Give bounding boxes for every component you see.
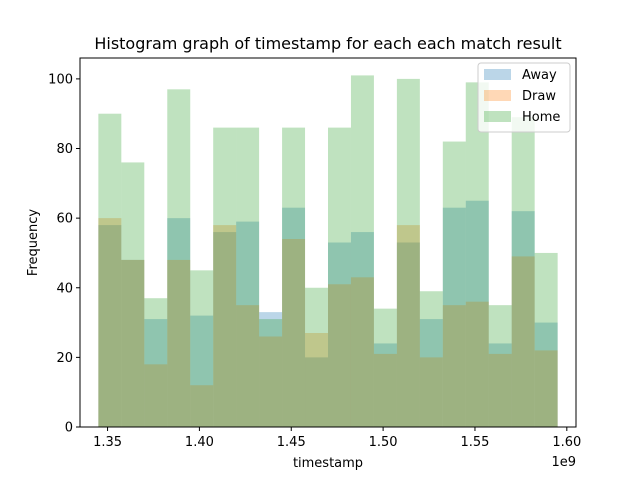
bar-home-0: [98, 113, 122, 427]
bar-home-6: [236, 127, 260, 427]
legend-label-home: Home: [522, 110, 560, 125]
bar-draw-0: [98, 218, 122, 427]
bar-away-17: [488, 343, 512, 427]
bar-home-14: [419, 291, 443, 427]
bar-home-13: [396, 78, 420, 428]
series-away: [98, 200, 558, 427]
bar-away-1: [121, 259, 145, 427]
bar-draw-7: [259, 336, 283, 427]
x-tick-label: 1.55: [460, 435, 489, 450]
bar-away-7: [259, 312, 283, 427]
bar-draw-13: [396, 225, 420, 427]
bar-away-10: [328, 242, 351, 427]
bar-draw-3: [167, 259, 191, 427]
bar-home-8: [282, 127, 306, 427]
legend-label-draw: Draw: [522, 89, 556, 104]
legend-swatch-away: [484, 69, 511, 80]
bar-away-6: [236, 221, 260, 427]
bar-home-16: [465, 82, 489, 428]
bar-away-19: [534, 322, 558, 427]
plot-frame: [79, 57, 577, 428]
bar-draw-1: [121, 259, 145, 427]
bar-away-2: [144, 319, 168, 427]
y-axis-ticks: 0 20 40 60 80 100: [48, 72, 80, 436]
bar-home-18: [511, 117, 535, 427]
bar-home-17: [488, 305, 512, 427]
bar-home-10: [328, 127, 351, 427]
bar-away-3: [167, 218, 191, 427]
y-tick-label: 0: [65, 421, 73, 436]
bar-away-0: [98, 225, 122, 427]
bar-draw-5: [213, 225, 237, 427]
legend-swatch-draw: [484, 90, 511, 101]
legend: Away Draw Home: [477, 62, 571, 133]
bar-draw-6: [236, 305, 260, 427]
bar-home-19: [534, 252, 558, 427]
bars-layer: [98, 75, 558, 428]
bar-home-12: [373, 308, 397, 427]
bar-draw-11: [350, 277, 374, 427]
legend-box: [477, 62, 571, 133]
bar-home-15: [442, 141, 466, 427]
series-draw: [98, 218, 558, 427]
bar-away-9: [305, 357, 328, 427]
series-home: [98, 75, 558, 428]
bar-away-11: [350, 232, 374, 427]
bar-away-16: [465, 200, 489, 427]
bar-draw-4: [190, 385, 214, 427]
x-tick-label: 1.60: [552, 435, 581, 450]
bar-draw-2: [144, 364, 168, 427]
chart-title: Histogram graph of timestamp for each ea…: [94, 34, 561, 53]
bar-draw-8: [282, 239, 306, 427]
x-axis-label: timestamp: [293, 456, 363, 471]
bar-away-15: [442, 207, 466, 427]
bar-draw-15: [442, 305, 466, 427]
bar-draw-14: [419, 357, 443, 427]
x-tick-label: 1.40: [185, 435, 214, 450]
bar-away-8: [282, 207, 306, 427]
y-tick-label: 40: [56, 281, 73, 296]
bar-home-9: [305, 287, 328, 427]
bar-home-7: [259, 319, 283, 427]
y-tick-label: 60: [56, 212, 73, 227]
bar-draw-16: [465, 301, 489, 427]
bar-away-12: [373, 343, 397, 427]
x-axis-offset-label: 1e9: [551, 455, 576, 470]
bar-draw-12: [373, 353, 397, 427]
y-tick-label: 80: [56, 142, 73, 157]
bar-draw-9: [305, 333, 328, 427]
x-axis-ticks: 1.35 1.40 1.45 1.50 1.55 1.60: [93, 427, 581, 450]
bar-draw-17: [488, 353, 512, 427]
bar-draw-10: [328, 284, 351, 427]
bar-home-1: [121, 162, 145, 427]
legend-label-away: Away: [522, 68, 557, 83]
legend-swatch-home: [484, 111, 511, 122]
y-tick-label: 20: [56, 351, 73, 366]
bar-away-4: [190, 315, 214, 427]
x-tick-label: 1.35: [93, 435, 122, 450]
y-axis-label: Frequency: [26, 209, 41, 276]
y-tick-label: 100: [48, 72, 73, 87]
bar-home-2: [144, 298, 168, 427]
x-tick-label: 1.45: [277, 435, 306, 450]
bar-away-13: [396, 242, 420, 427]
bar-away-14: [419, 319, 443, 427]
bar-draw-19: [534, 350, 558, 427]
bar-away-18: [511, 211, 535, 427]
bar-home-4: [190, 270, 214, 427]
bar-away-5: [213, 232, 237, 427]
bar-draw-18: [511, 256, 535, 427]
bar-home-11: [350, 75, 374, 427]
bar-home-3: [167, 89, 191, 427]
x-tick-label: 1.50: [369, 435, 398, 450]
bar-home-5: [213, 127, 237, 427]
